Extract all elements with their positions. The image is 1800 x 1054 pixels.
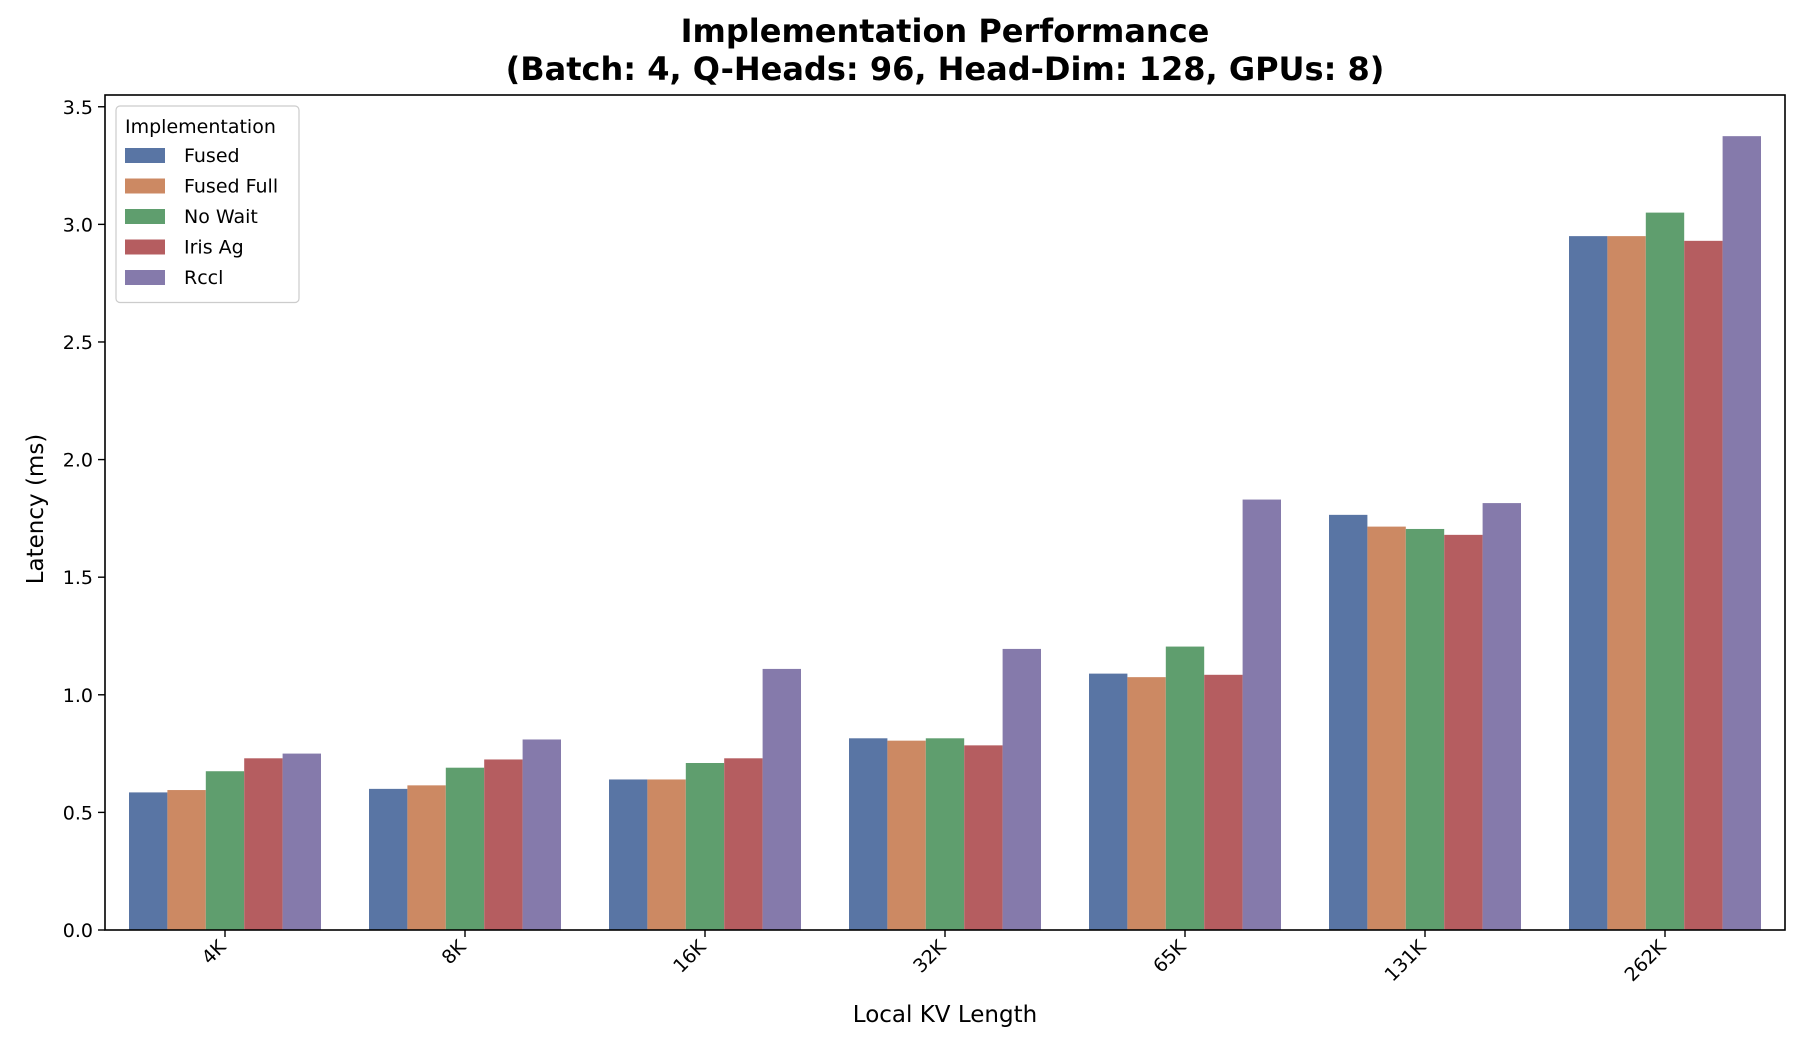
x-tick-label: 8K	[438, 936, 471, 969]
bar-fused-full-4k	[167, 790, 206, 930]
bar-iris-ag-65k	[1204, 674, 1243, 930]
bar-fused-full-8k	[407, 785, 446, 930]
bar-no-wait-16k	[685, 763, 725, 930]
bar-rccl-8k	[522, 739, 561, 930]
legend: Implementation Fused Fused Full No Wait Iris…	[115, 105, 300, 304]
legend-swatch-no-wait	[125, 209, 165, 224]
legend-swatch-iris-ag	[125, 239, 165, 255]
legend-swatch-fused-full	[125, 178, 165, 194]
bar-fused-16k	[609, 779, 648, 930]
x-tick-label: 65K	[1149, 936, 1191, 978]
x-tick-label: 262K	[1621, 936, 1671, 986]
y-tick-label: 3.5	[63, 97, 93, 119]
bar-fused-32k	[849, 738, 888, 930]
bar-rccl-4k	[282, 753, 321, 930]
y-tick-label: 2.0	[63, 450, 93, 472]
bar-no-wait-131k	[1405, 528, 1445, 930]
bar-fused-8k	[369, 788, 408, 930]
bar-fused-4k	[129, 792, 168, 930]
bar-iris-ag-131k	[1444, 534, 1483, 930]
legend-label-fused: Fused	[184, 145, 240, 167]
x-tick-label: 32K	[909, 936, 951, 978]
legend-label-rccl: Rccl	[184, 267, 223, 289]
bar-fused-full-32k	[887, 740, 926, 930]
bar-no-wait-65k	[1165, 646, 1205, 930]
legend-swatch-fused	[125, 148, 165, 163]
legend-label-no-wait: No Wait	[184, 206, 258, 228]
y-tick-label: 1.5	[63, 567, 93, 589]
legend-swatch-rccl	[125, 270, 165, 285]
legend-label-fused-full: Fused Full	[184, 176, 278, 198]
y-axis-label: Latency (ms)	[23, 434, 49, 585]
bar-fused-131k	[1329, 514, 1368, 930]
x-tick-label: 16K	[669, 936, 711, 978]
x-tick-label: 4K	[198, 936, 231, 969]
y-tick-label: 1.0	[63, 685, 93, 707]
legend-title: Implementation	[125, 116, 276, 138]
bar-iris-ag-32k	[964, 745, 1003, 930]
bar-no-wait-4k	[205, 771, 245, 930]
bar-no-wait-262k	[1645, 212, 1685, 931]
bar-iris-ag-16k	[724, 758, 763, 930]
bar-fused-full-65k	[1127, 677, 1166, 930]
bar-fused-full-262k	[1607, 236, 1646, 930]
bar-fused-full-16k	[647, 779, 686, 930]
bar-rccl-32k	[1002, 648, 1041, 930]
bar-fused-full-131k	[1367, 526, 1406, 930]
chart-subtitle: (Batch: 4, Q-Heads: 96, Head-Dim: 128, G…	[506, 50, 1385, 88]
bar-fused-262k	[1569, 236, 1608, 930]
bar-no-wait-32k	[925, 738, 965, 930]
bar-no-wait-8k	[445, 767, 485, 930]
chart-title: Implementation Performance	[681, 12, 1210, 50]
x-axis-label: Local KV Length	[853, 1002, 1037, 1028]
legend-label-iris-ag: Iris Ag	[184, 237, 244, 259]
bar-iris-ag-262k	[1684, 240, 1723, 930]
y-tick-label: 2.5	[63, 332, 93, 354]
y-tick-label: 3.0	[63, 214, 93, 236]
y-tick-label: 0.0	[63, 920, 93, 942]
bar-rccl-16k	[762, 668, 801, 930]
bar-rccl-131k	[1482, 503, 1521, 930]
bar-rccl-65k	[1242, 499, 1281, 930]
bar-rccl-262k	[1722, 136, 1761, 930]
bar-iris-ag-4k	[244, 758, 283, 930]
bar-iris-ag-8k	[484, 759, 523, 930]
x-tick-label: 131K	[1381, 936, 1431, 986]
bars-layer	[129, 136, 1761, 931]
bar-fused-65k	[1089, 673, 1128, 930]
y-tick-label: 0.5	[63, 802, 93, 824]
